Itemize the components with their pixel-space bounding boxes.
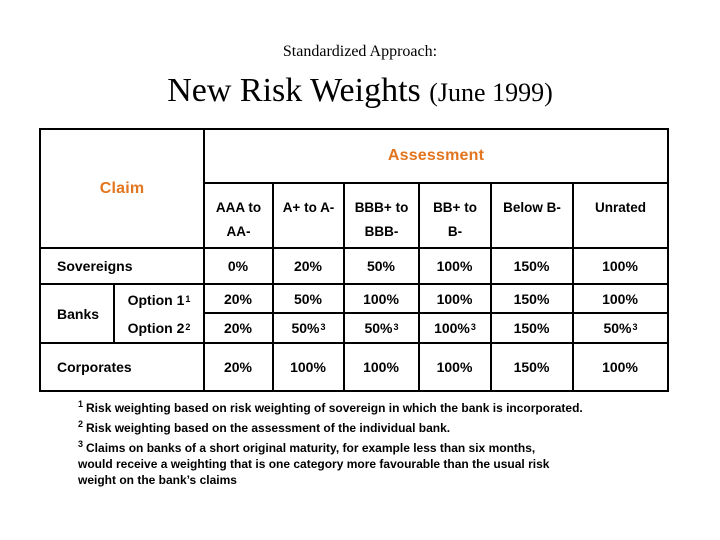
row-label-sovereigns: Sovereigns bbox=[41, 249, 205, 285]
cell-corporates-below-b: 150% bbox=[492, 344, 574, 390]
row-label-banks: Banks bbox=[41, 285, 115, 344]
rating-header-bb-plus-to-b-minus: BB+ to B- bbox=[420, 184, 492, 249]
cell-banks1-below-b: 150% bbox=[492, 285, 574, 314]
cell-banks1-unrated: 100% bbox=[574, 285, 667, 314]
rating-header-below-b-minus: Below B- bbox=[492, 184, 574, 249]
cell-banks1-aaa: 20% bbox=[205, 285, 274, 314]
cell-banks1-bb: 100% bbox=[420, 285, 492, 314]
row-label-corporates: Corporates bbox=[41, 344, 205, 390]
footnotes: 1 Risk weighting based on risk weighting … bbox=[78, 400, 678, 492]
cell-banks1-bbb: 100% bbox=[345, 285, 420, 314]
slide-title-line2-paren: (June 1999) bbox=[429, 78, 553, 107]
footnote-2: 2 Risk weighting based on the assessment … bbox=[78, 419, 451, 436]
cell-banks2-aaa: 20% bbox=[205, 314, 274, 344]
cell-corporates-bbb: 100% bbox=[345, 344, 420, 390]
cell-banks2-bbb: 50% 3 bbox=[345, 314, 420, 344]
rating-header-aaa-to-aa: AAA to AA- bbox=[205, 184, 274, 249]
cell-corporates-unrated: 100% bbox=[602, 359, 638, 375]
cell-corporates-a: 100% bbox=[274, 344, 345, 390]
risk-weights-table: Claim Assessment AAA to AA- A+ to A- BBB… bbox=[39, 128, 669, 392]
slide-title-line1: Standardized Approach: bbox=[282, 43, 438, 60]
cell-corporates-bb: 100% bbox=[420, 344, 492, 390]
slide-title: Standardized Approach: New Risk Weights … bbox=[0, 32, 720, 116]
cell-sovereigns-unrated: 100% bbox=[574, 249, 667, 285]
cell-banks2-unrated: 50% 3 bbox=[574, 314, 667, 344]
cell-sovereigns-below-b: 150% bbox=[492, 249, 574, 285]
assessment-header-cell: Assessment bbox=[205, 130, 667, 184]
slide-title-line2-main: New Risk Weights bbox=[167, 72, 430, 109]
rating-header-bbb-plus-to-bbb-minus: BBB+ to BBB- bbox=[345, 184, 420, 249]
rating-header-a-plus-to-a-minus: A+ to A- bbox=[274, 184, 345, 249]
cell-banks1-a: 50% bbox=[274, 285, 345, 314]
footnote-3: 3 Claims on banks of a short original mat… bbox=[78, 439, 550, 488]
cell-corporates-aaa: 20% bbox=[205, 344, 274, 390]
cell-sovereigns-aaa: 0% bbox=[205, 249, 274, 285]
cell-sovereigns-bb: 100% bbox=[420, 249, 492, 285]
cell-banks2-bb: 100% 3 bbox=[420, 314, 492, 344]
claim-header-cell: Claim bbox=[41, 130, 205, 249]
cell-banks2-below-b: 150% bbox=[492, 314, 574, 344]
cell-banks2-a: 50% 3 bbox=[274, 314, 345, 344]
slide-title-line2: New Risk Weights (June 1999) bbox=[0, 71, 720, 116]
footnote-1: 1 Risk weighting based on risk weighting … bbox=[78, 399, 583, 416]
cell-sovereigns-bbb: 50% bbox=[345, 249, 420, 285]
cell-sovereigns-a: 20% bbox=[274, 249, 345, 285]
rating-header-unrated: Unrated bbox=[574, 184, 667, 249]
